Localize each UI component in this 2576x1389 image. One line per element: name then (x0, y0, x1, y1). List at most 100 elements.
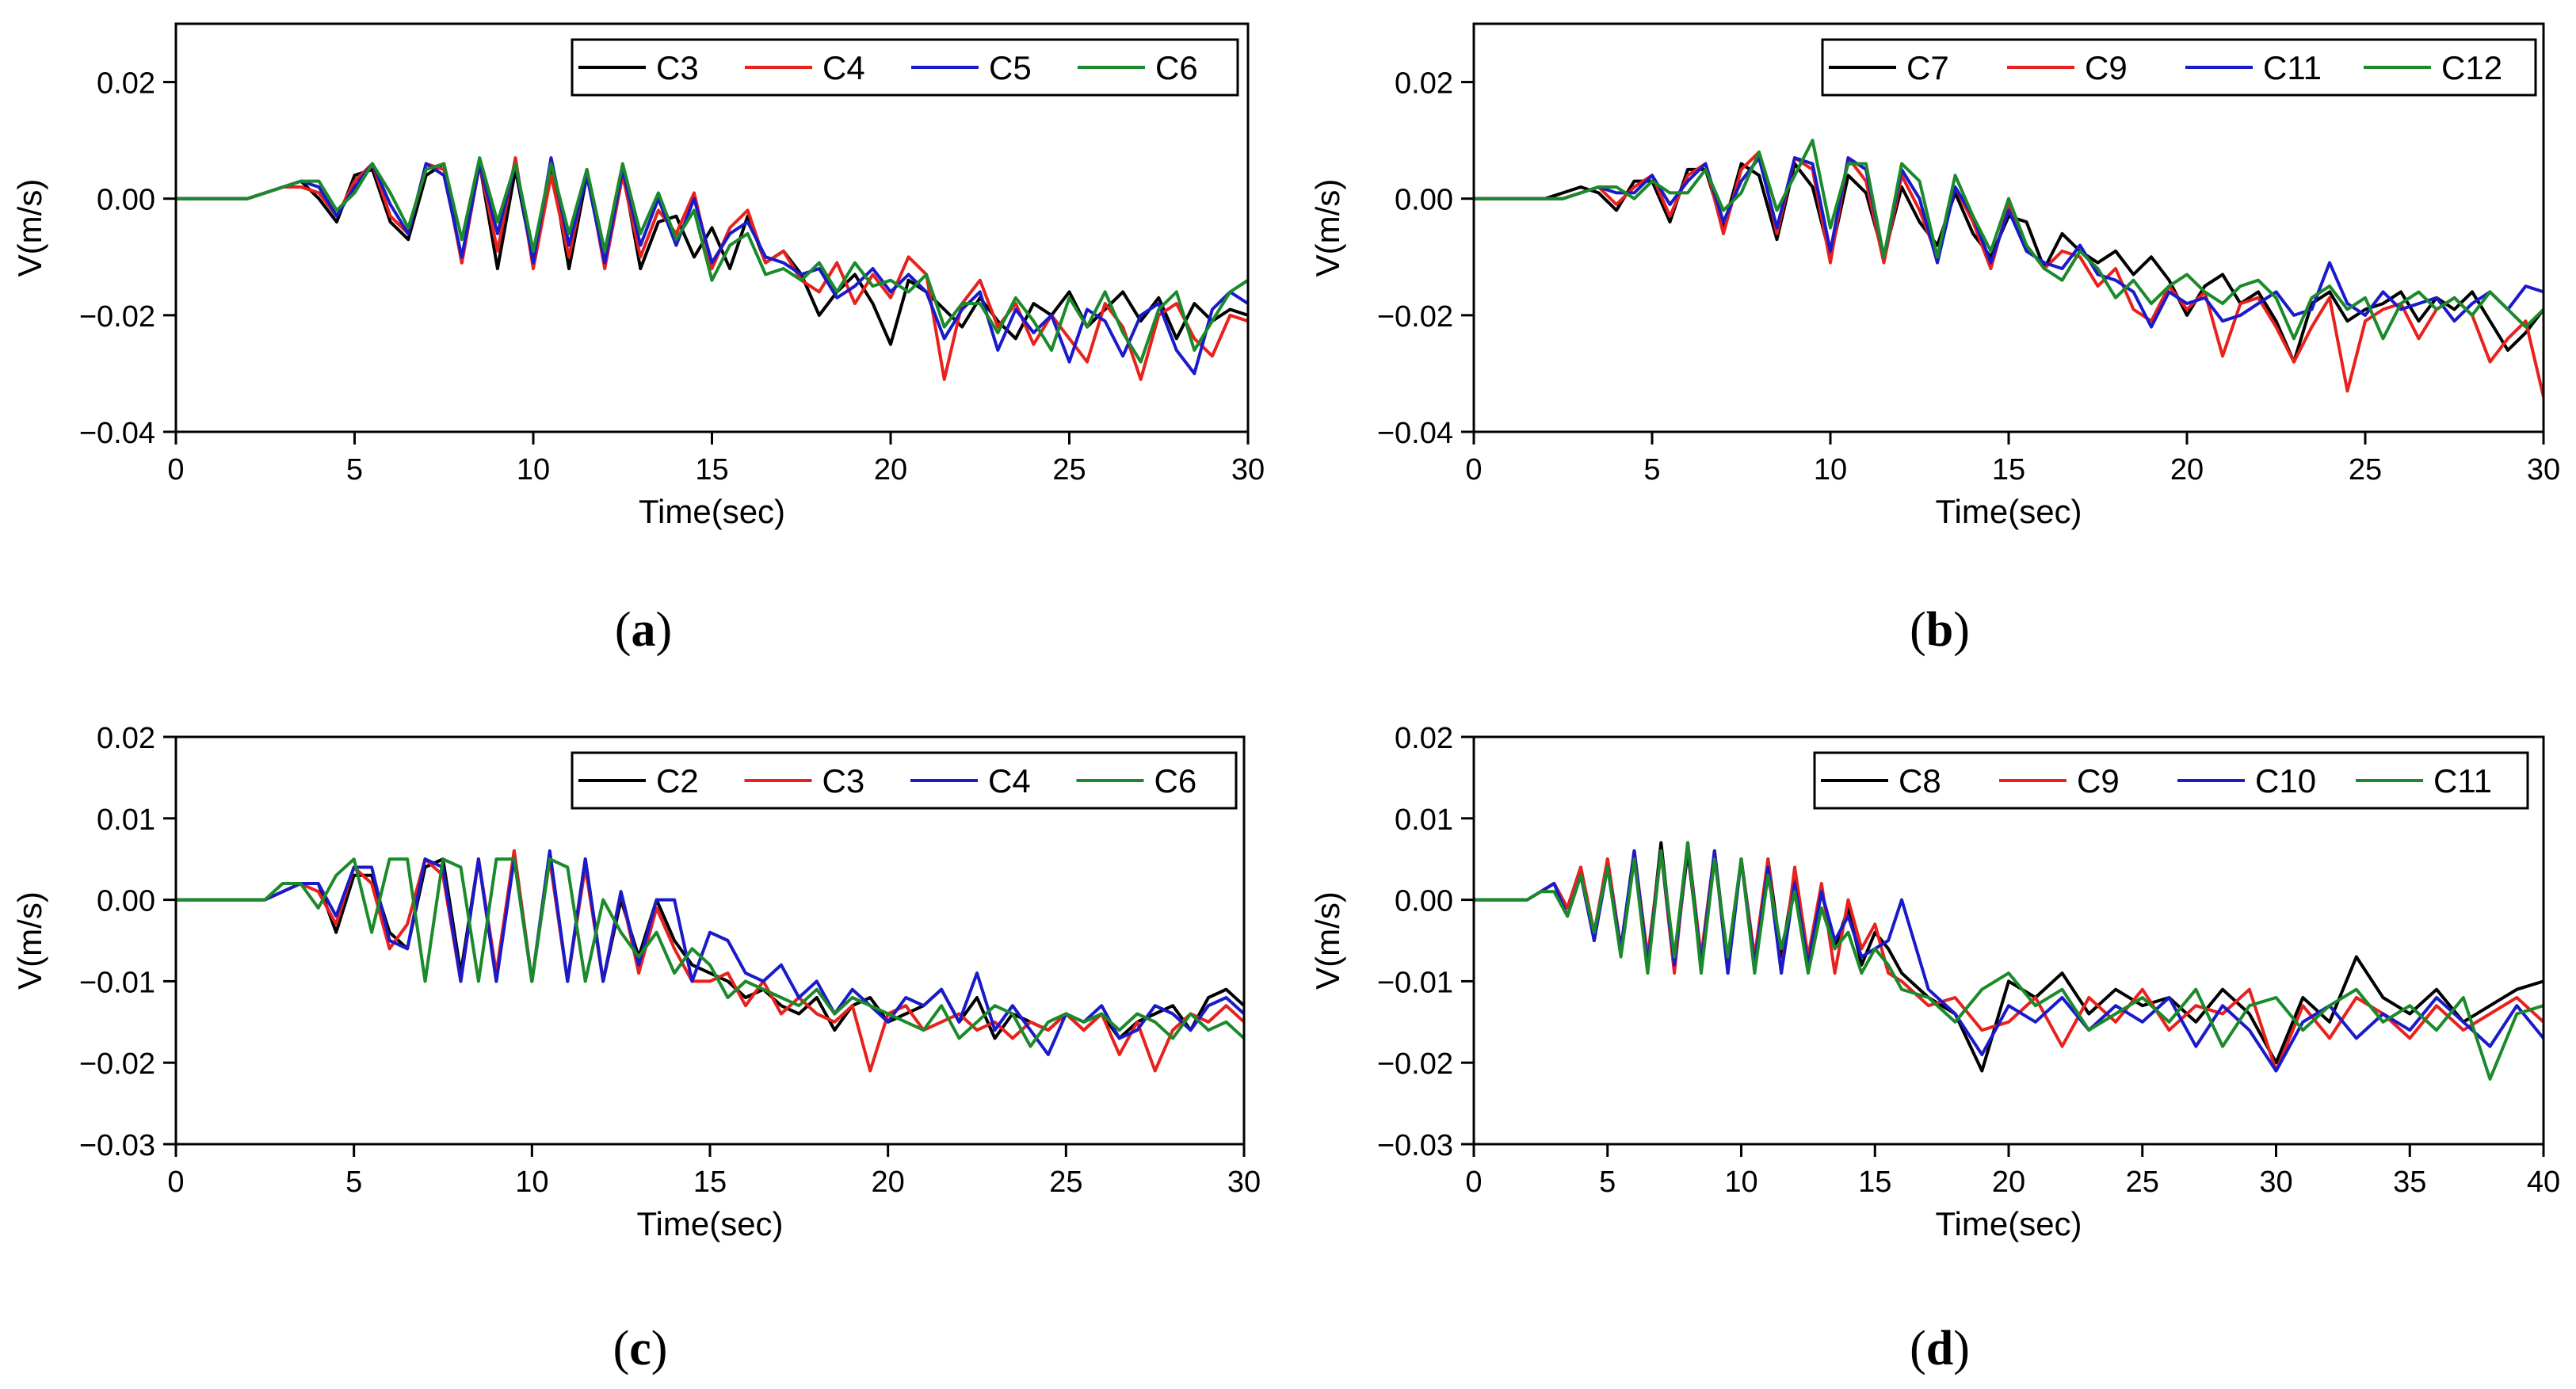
chart-b-x-tick-label: 15 (1992, 453, 2025, 487)
chart-b-x-tick-label: 20 (2170, 453, 2204, 487)
chart-d-x-tick-label: 15 (1858, 1166, 1891, 1199)
chart-a-y-tick-label: 0.00 (97, 184, 155, 217)
chart-c-x-tick-label: 0 (167, 1166, 184, 1199)
panel-label-c: (c) (613, 1322, 668, 1376)
chart-a-legend-label-c6: C6 (1155, 49, 1198, 86)
chart-d-x-tick-label: 30 (2259, 1166, 2292, 1199)
chart-d-x-tick-label: 10 (1724, 1166, 1757, 1199)
chart-d-y-tick-label: 0.01 (1395, 803, 1453, 837)
chart-b-x-tick-label: 10 (1814, 453, 1847, 487)
chart-c-y-tick-label: 0.00 (97, 885, 155, 918)
chart-c-y-tick-label: 0.02 (97, 722, 155, 755)
chart-c-y-tick-label: −0.01 (79, 966, 155, 999)
chart-d-y-tick-label: −0.01 (1377, 966, 1453, 999)
chart-a-lines (176, 156, 1248, 381)
chart-b-x-axis-title: Time(sec) (1935, 493, 2082, 530)
chart-d-legend-label-c11: C11 (2433, 762, 2492, 799)
chart-b-legend-box (1821, 38, 2537, 97)
chart-a-series-c3 (176, 162, 1248, 346)
chart-a-y-axis-title: V(m/s) (11, 179, 48, 277)
chart-c-series-c4 (176, 849, 1244, 1056)
chart-c-x-axis-title: Time(sec) (636, 1205, 783, 1242)
chart-a-legend-label-c5: C5 (989, 49, 1032, 86)
chart-d-series-c10 (1474, 841, 2544, 1073)
chart-d-x-tick-label: 5 (1599, 1166, 1616, 1199)
chart-b-legend-label-c7: C7 (1906, 49, 1949, 86)
chart-c-lines (176, 849, 1244, 1073)
chart-a-x-tick-label: 25 (1052, 453, 1086, 487)
chart-a-x-tick-label: 10 (517, 453, 550, 487)
chart-a-series-c4 (176, 156, 1248, 381)
chart-a-x-tick-label: 0 (167, 453, 184, 487)
chart-d-x-tick-label: 25 (2126, 1166, 2159, 1199)
chart-b-series-c9 (1474, 150, 2544, 398)
panel-c: 0 5 10 15 20 25 30 −0.03 −0.02 −0.01 0.00 0.01 0.02 T… (11, 722, 1261, 1242)
chart-a-legend-label-c4: C4 (822, 49, 865, 86)
chart-d-x-tick-label: 40 (2527, 1166, 2560, 1199)
chart-c-legend-label-c6: C6 (1154, 762, 1197, 799)
chart-d-legend-label-c10: C10 (2255, 762, 2316, 799)
chart-c-x-tick-label: 25 (1049, 1166, 1082, 1199)
chart-a-y-tick-label: 0.02 (97, 67, 155, 101)
chart-c-y-axis-title: V(m/s) (11, 891, 48, 990)
panel-label-b: (b) (1910, 603, 1970, 657)
chart-d-y-tick-label: 0.02 (1395, 722, 1453, 755)
chart-c-series-c2 (176, 849, 1244, 1040)
chart-a-y-tick-label: −0.04 (79, 417, 155, 450)
chart-d-legend-box (1813, 751, 2529, 810)
chart-a-x-tick-label: 20 (874, 453, 907, 487)
chart-c-legend-label-c3: C3 (822, 762, 865, 799)
chart-c-legend-label-c2: C2 (656, 762, 699, 799)
chart-a-x-tick-label: 15 (695, 453, 728, 487)
chart-c-series-c6 (176, 857, 1244, 1048)
chart-a-series-c5 (176, 156, 1248, 376)
chart-b-x-tick-label: 30 (2527, 453, 2560, 487)
chart-d-x-tick-label: 20 (1992, 1166, 2025, 1199)
chart-d-x-axis-title: Time(sec) (1935, 1205, 2082, 1242)
chart-c-y-tick-label: −0.02 (79, 1047, 155, 1081)
chart-b-legend-label-c9: C9 (2085, 49, 2128, 86)
chart-d-legend-label-c9: C9 (2077, 762, 2120, 799)
chart-b-x-tick-label: 0 (1465, 453, 1482, 487)
chart-d-lines (1474, 841, 2544, 1081)
chart-c-x-tick-label: 20 (872, 1166, 905, 1199)
chart-a-series-c6 (176, 156, 1248, 364)
chart-c-legend-label-c4: C4 (988, 762, 1031, 799)
chart-b-y-tick-label: −0.02 (1377, 300, 1453, 334)
chart-d-series-c11 (1474, 841, 2544, 1081)
panel-d: 0 5 10 15 20 25 30 35 40 −0.03 −0.02 −0.01 0.00 0.01 0… (1309, 722, 2560, 1242)
chart-b-series-c12 (1474, 139, 2544, 341)
chart-c-x-tick-label: 30 (1227, 1166, 1261, 1199)
chart-b-x-tick-label: 25 (2349, 453, 2382, 487)
chart-b-y-tick-label: 0.00 (1395, 184, 1453, 217)
panel-b: 0 5 10 15 20 25 30 −0.04 −0.02 0.00 0.02 Time(sec) V… (1309, 22, 2560, 530)
chart-a-y-tick-label: −0.02 (79, 300, 155, 334)
chart-a-x-tick-label: 30 (1231, 453, 1265, 487)
chart-a-legend-label-c3: C3 (656, 49, 699, 86)
chart-c-series-c3 (176, 849, 1244, 1073)
chart-a-x-axis-title: Time(sec) (639, 493, 785, 530)
chart-c-y-tick-label: 0.01 (97, 803, 155, 837)
chart-d-y-tick-label: 0.00 (1395, 885, 1453, 918)
chart-d-x-tick-label: 35 (2393, 1166, 2426, 1199)
chart-d-series-c9 (1474, 841, 2544, 1073)
chart-d-y-tick-label: −0.02 (1377, 1047, 1453, 1081)
chart-c-x-tick-label: 5 (345, 1166, 362, 1199)
chart-b-y-tick-label: 0.02 (1395, 67, 1453, 101)
panel-label-d: (d) (1910, 1322, 1970, 1376)
chart-a-x-tick-label: 5 (346, 453, 363, 487)
chart-c-y-tick-label: −0.03 (79, 1129, 155, 1162)
chart-d-x-tick-label: 0 (1465, 1166, 1482, 1199)
panel-a: 0 5 10 15 20 25 30 −0.04 −0.02 0.00 0.02 Time(sec) V… (11, 22, 1265, 530)
chart-b-x-tick-label: 5 (1643, 453, 1660, 487)
chart-b-y-axis-title: V(m/s) (1309, 179, 1346, 277)
chart-b-legend-label-c12: C12 (2441, 49, 2502, 86)
chart-b-lines (1474, 139, 2544, 398)
panel-label-a: (a) (615, 603, 672, 657)
chart-c-x-tick-label: 10 (515, 1166, 548, 1199)
chart-d-series-c8 (1474, 841, 2544, 1073)
chart-d-y-tick-label: −0.03 (1377, 1129, 1453, 1162)
chart-d-legend-label-c8: C8 (1899, 762, 1941, 799)
chart-d-y-axis-title: V(m/s) (1309, 891, 1346, 990)
